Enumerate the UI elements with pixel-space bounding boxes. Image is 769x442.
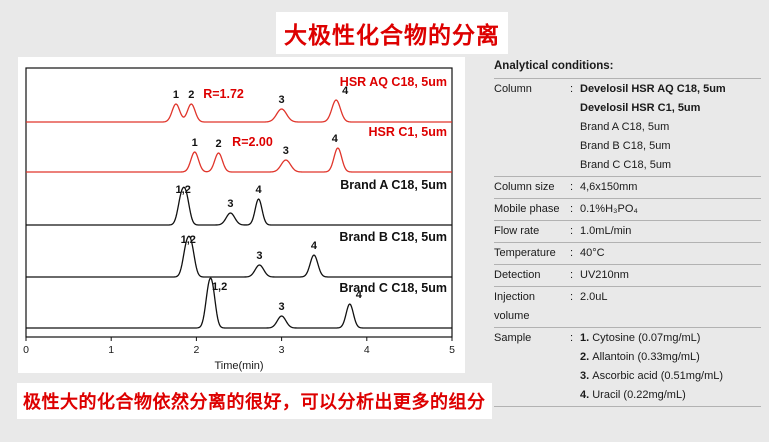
- peak-label: 1: [192, 137, 198, 149]
- peak-label: 4: [356, 289, 363, 301]
- condition-row: Injection volume:2.0uL: [494, 287, 761, 328]
- condition-label: Injection volume: [494, 291, 535, 322]
- condition-colon: :: [570, 269, 574, 281]
- condition-label: Mobile phase: [494, 203, 560, 215]
- condition-value-line: 1.0mL/min: [580, 225, 632, 237]
- condition-value-line: Brand A C18, 5um: [580, 121, 670, 133]
- condition-value-line: 4,6x150mm: [580, 181, 638, 193]
- peak-label: 4: [256, 184, 263, 196]
- plot-frame: [25, 67, 453, 338]
- trace-path: [26, 277, 452, 329]
- condition-colon: :: [570, 247, 574, 259]
- condition-row: Detection: UV210nm: [494, 265, 761, 287]
- condition-label: Column size: [494, 181, 555, 193]
- condition-row: Sample:1. Cytosine (0.07mg/mL) 2. Allanto…: [494, 328, 761, 407]
- peak-label: 4: [342, 85, 349, 97]
- condition-value-line: 1. Cytosine (0.07mg/mL): [580, 332, 701, 344]
- condition-value-line: 4. Uracil (0.22mg/mL): [580, 389, 686, 401]
- condition-value: :0.1%H₃PO₄: [570, 200, 761, 219]
- peak-label: 3: [279, 301, 285, 313]
- condition-colon: :: [570, 203, 574, 215]
- condition-value-line: 2. Allantoin (0.33mg/mL): [580, 351, 700, 363]
- condition-value: : Develosil HSR AQ C18, 5um Develosil HSR …: [570, 80, 761, 175]
- peak-label: 4: [332, 133, 339, 145]
- condition-value: :40°C: [570, 244, 761, 263]
- peak-label: 1,2: [181, 234, 196, 246]
- condition-colon: :: [570, 181, 574, 193]
- condition-value: : UV210nm: [570, 266, 761, 285]
- trace-name-label: Brand C C18, 5um: [339, 281, 447, 295]
- peak-label: 1: [173, 89, 179, 101]
- peak-label: 3: [256, 250, 262, 262]
- conditions-table: Column: Develosil HSR AQ C18, 5um Develosi…: [494, 79, 761, 407]
- condition-label: Detection: [494, 269, 541, 281]
- resolution-annotation: R=1.72: [203, 87, 244, 101]
- condition-value-line: 3. Ascorbic acid (0.51mg/mL): [580, 370, 724, 382]
- condition-value-line: 0.1%H₃PO₄: [580, 203, 638, 215]
- peak-label: 1,2: [212, 281, 227, 293]
- trace-path: [26, 99, 452, 123]
- peak-label: 3: [227, 198, 233, 210]
- peak-label: 4: [311, 240, 318, 252]
- condition-row: Mobile phase:0.1%H₃PO₄: [494, 199, 761, 221]
- peak-label: 2: [188, 89, 194, 101]
- condition-value: :1.0mL/min: [570, 222, 761, 241]
- sample-number: 1.: [580, 332, 593, 344]
- condition-colon: :: [570, 83, 574, 95]
- x-tick-label: 1: [108, 344, 114, 356]
- x-tick-label: 0: [23, 344, 29, 356]
- condition-label: Column: [494, 83, 532, 95]
- condition-label: Temperature: [494, 247, 556, 259]
- condition-value: :4,6x150mm: [570, 178, 761, 197]
- condition-row: Temperature:40°C: [494, 243, 761, 265]
- condition-value-line: 2.0uL: [580, 291, 608, 303]
- condition-value-line: Brand B C18, 5um: [580, 140, 671, 152]
- trace-name-label: Brand B C18, 5um: [339, 230, 447, 244]
- peak-label: 1,2: [176, 184, 191, 196]
- trace-name-label: Brand A C18, 5um: [340, 178, 447, 192]
- peak-label: 3: [283, 145, 289, 157]
- condition-value-line: UV210nm: [580, 269, 629, 281]
- condition-colon: :: [570, 291, 574, 303]
- condition-row: Flow rate:1.0mL/min: [494, 221, 761, 243]
- condition-value-line: Brand C C18, 5um: [580, 159, 672, 171]
- trace-name-label: HSR C1, 5um: [369, 125, 448, 139]
- trace-path: [26, 147, 452, 173]
- x-tick-label: 5: [449, 344, 455, 356]
- condition-value-line: Develosil HSR AQ C18, 5um: [580, 83, 726, 95]
- condition-value: :2.0uL: [570, 288, 761, 326]
- condition-value-line: Develosil HSR C1, 5um: [580, 102, 701, 114]
- footer-note: 极性大的化合物依然分离的很好，可以分析出更多的组分: [17, 383, 492, 419]
- page-title: 大极性化合物的分离: [276, 12, 508, 54]
- condition-value-line: 40°C: [580, 247, 605, 259]
- trace-path: [26, 235, 452, 278]
- conditions-heading: Analytical conditions:: [494, 57, 761, 79]
- condition-value: :1. Cytosine (0.07mg/mL) 2. Allantoin (0.…: [570, 329, 761, 405]
- condition-colon: :: [570, 332, 574, 344]
- peak-label: 3: [279, 94, 285, 106]
- sample-number: 4.: [580, 389, 593, 401]
- trace-name-label: HSR AQ C18, 5um: [340, 75, 447, 89]
- peak-label: 2: [215, 138, 221, 150]
- sample-number: 3.: [580, 370, 593, 382]
- condition-label: Sample: [494, 332, 532, 344]
- x-axis-label: Time(min): [214, 360, 263, 372]
- condition-label: Flow rate: [494, 225, 540, 237]
- x-tick-label: 4: [364, 344, 370, 356]
- resolution-annotation: R=2.00: [232, 135, 273, 149]
- x-tick-label: 2: [193, 344, 199, 356]
- sample-number: 2.: [580, 351, 593, 363]
- x-tick-label: 3: [279, 344, 285, 356]
- chromatogram-panel: 0 1 2 3 4 5 Time(min) 1 2 3 4 R=1.72 HSR AQ C18, 5um…: [18, 57, 465, 373]
- condition-row: Column: Develosil HSR AQ C18, 5um Develosi…: [494, 79, 761, 177]
- condition-colon: :: [570, 225, 574, 237]
- condition-row: Column size:4,6x150mm: [494, 177, 761, 199]
- trace-path: [26, 186, 452, 226]
- analytical-conditions-panel: Analytical conditions: Column: Develosil …: [494, 57, 761, 407]
